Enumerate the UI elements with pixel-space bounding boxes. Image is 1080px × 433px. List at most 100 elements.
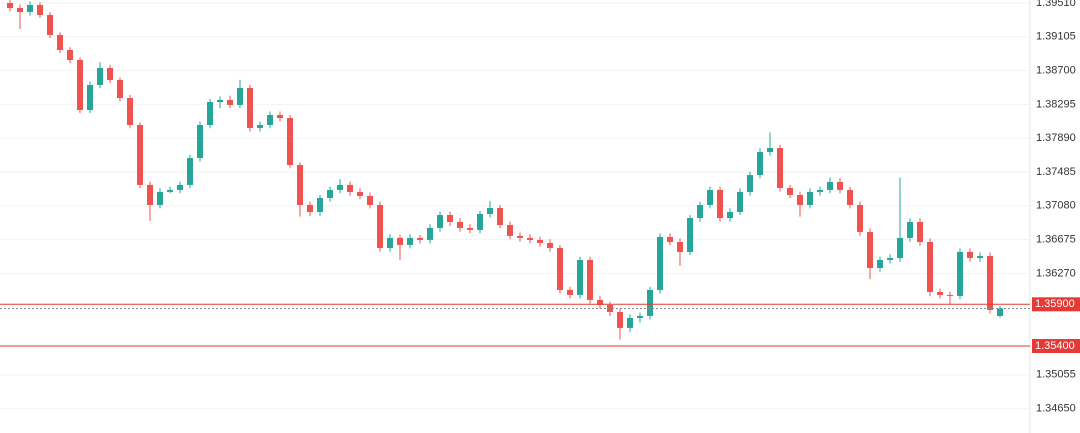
y-tick-label: 1.39510 xyxy=(1036,0,1076,9)
candle-body xyxy=(387,237,393,248)
candle-body xyxy=(947,294,953,296)
candle-body xyxy=(767,147,773,152)
candle-body xyxy=(627,317,633,328)
candle-body xyxy=(677,241,683,252)
candle-body xyxy=(247,87,253,128)
candle-body xyxy=(357,191,363,196)
candle-body xyxy=(847,189,853,205)
candle-body xyxy=(997,308,1003,316)
candle-body xyxy=(537,239,543,243)
candle-body xyxy=(407,237,413,245)
y-tick-label: 1.34650 xyxy=(1036,403,1076,415)
candle-body xyxy=(797,194,803,205)
candle-body xyxy=(707,189,713,205)
candle-body xyxy=(577,259,583,295)
candle-body xyxy=(897,237,903,258)
candle-body xyxy=(477,213,483,230)
y-tick-label: 1.37890 xyxy=(1036,132,1076,144)
y-tick-label: 1.37485 xyxy=(1036,166,1076,178)
candle-body xyxy=(187,157,193,185)
y-tick-label: 1.38700 xyxy=(1036,65,1076,77)
candle-body xyxy=(927,241,933,292)
candle-body xyxy=(427,227,433,240)
candle-body xyxy=(267,115,273,126)
candle-body xyxy=(397,237,403,245)
candle-body xyxy=(637,315,643,318)
candle-body xyxy=(297,165,303,205)
candle-body xyxy=(457,222,463,228)
candle-body xyxy=(77,60,83,111)
candle-body xyxy=(837,181,843,190)
candle-body xyxy=(467,227,473,230)
y-tick-label: 1.36675 xyxy=(1036,234,1076,246)
candle-body xyxy=(317,197,323,212)
candle-body xyxy=(377,204,383,248)
candle-body xyxy=(747,175,753,192)
candle-body xyxy=(277,115,283,119)
level-label: 1.35900 xyxy=(1035,298,1075,310)
candle-body xyxy=(617,311,623,328)
y-tick-label: 1.38295 xyxy=(1036,98,1076,110)
candle-body xyxy=(887,257,893,260)
candle-body xyxy=(447,214,453,223)
level-label-bg xyxy=(1032,297,1080,312)
candle-body xyxy=(177,184,183,190)
y-tick-label: 1.37080 xyxy=(1036,200,1076,212)
candle-body xyxy=(257,125,263,128)
candle-body xyxy=(127,97,133,126)
candle-body xyxy=(967,251,973,258)
candle-body xyxy=(117,79,123,98)
candle-body xyxy=(57,34,63,50)
candle-body xyxy=(987,255,993,310)
candle-body xyxy=(917,222,923,242)
candle-body xyxy=(217,99,223,102)
candle-body xyxy=(327,189,333,198)
candle-body xyxy=(667,236,673,242)
candle-body xyxy=(237,87,243,105)
candle-body xyxy=(67,49,73,61)
candle-body xyxy=(97,68,103,85)
candle-body xyxy=(957,251,963,296)
candle-body xyxy=(787,187,793,195)
candle-body xyxy=(417,237,423,240)
candle-body xyxy=(287,118,293,166)
candle-body xyxy=(977,255,983,258)
candle-body xyxy=(337,184,343,190)
candle-body xyxy=(817,189,823,192)
candle-body xyxy=(587,259,593,300)
candle-body xyxy=(37,5,43,16)
candle-body xyxy=(857,204,863,232)
candle-body xyxy=(697,204,703,219)
candle-body xyxy=(647,289,653,316)
candle-body xyxy=(777,147,783,188)
candle-body xyxy=(137,125,143,185)
candle-body xyxy=(597,299,603,305)
candle-body xyxy=(547,242,553,248)
candle-body xyxy=(937,291,943,295)
candle-body xyxy=(307,204,313,212)
candle-body xyxy=(877,259,883,268)
level-label: 1.35400 xyxy=(1035,340,1075,352)
candle-body xyxy=(727,211,733,219)
candle-body xyxy=(87,84,93,111)
candle-body xyxy=(167,189,173,192)
candle-body xyxy=(7,3,13,9)
candle-body xyxy=(47,15,53,35)
candle-body xyxy=(17,8,23,13)
candle-body xyxy=(757,151,763,176)
candle-body xyxy=(527,237,533,240)
candle-body xyxy=(507,225,513,236)
candle-body xyxy=(827,181,833,190)
candle-body xyxy=(687,218,693,252)
candle-body xyxy=(147,184,153,205)
candle-body xyxy=(437,214,443,228)
candle-body xyxy=(157,191,163,205)
candle-body xyxy=(227,99,233,105)
y-tick-label: 1.36270 xyxy=(1036,267,1076,279)
candle-body xyxy=(557,247,563,290)
candle-body xyxy=(567,289,573,295)
candle-body xyxy=(497,207,503,226)
candle-body xyxy=(907,222,913,238)
candle-body xyxy=(737,191,743,212)
candle-body xyxy=(487,207,493,214)
